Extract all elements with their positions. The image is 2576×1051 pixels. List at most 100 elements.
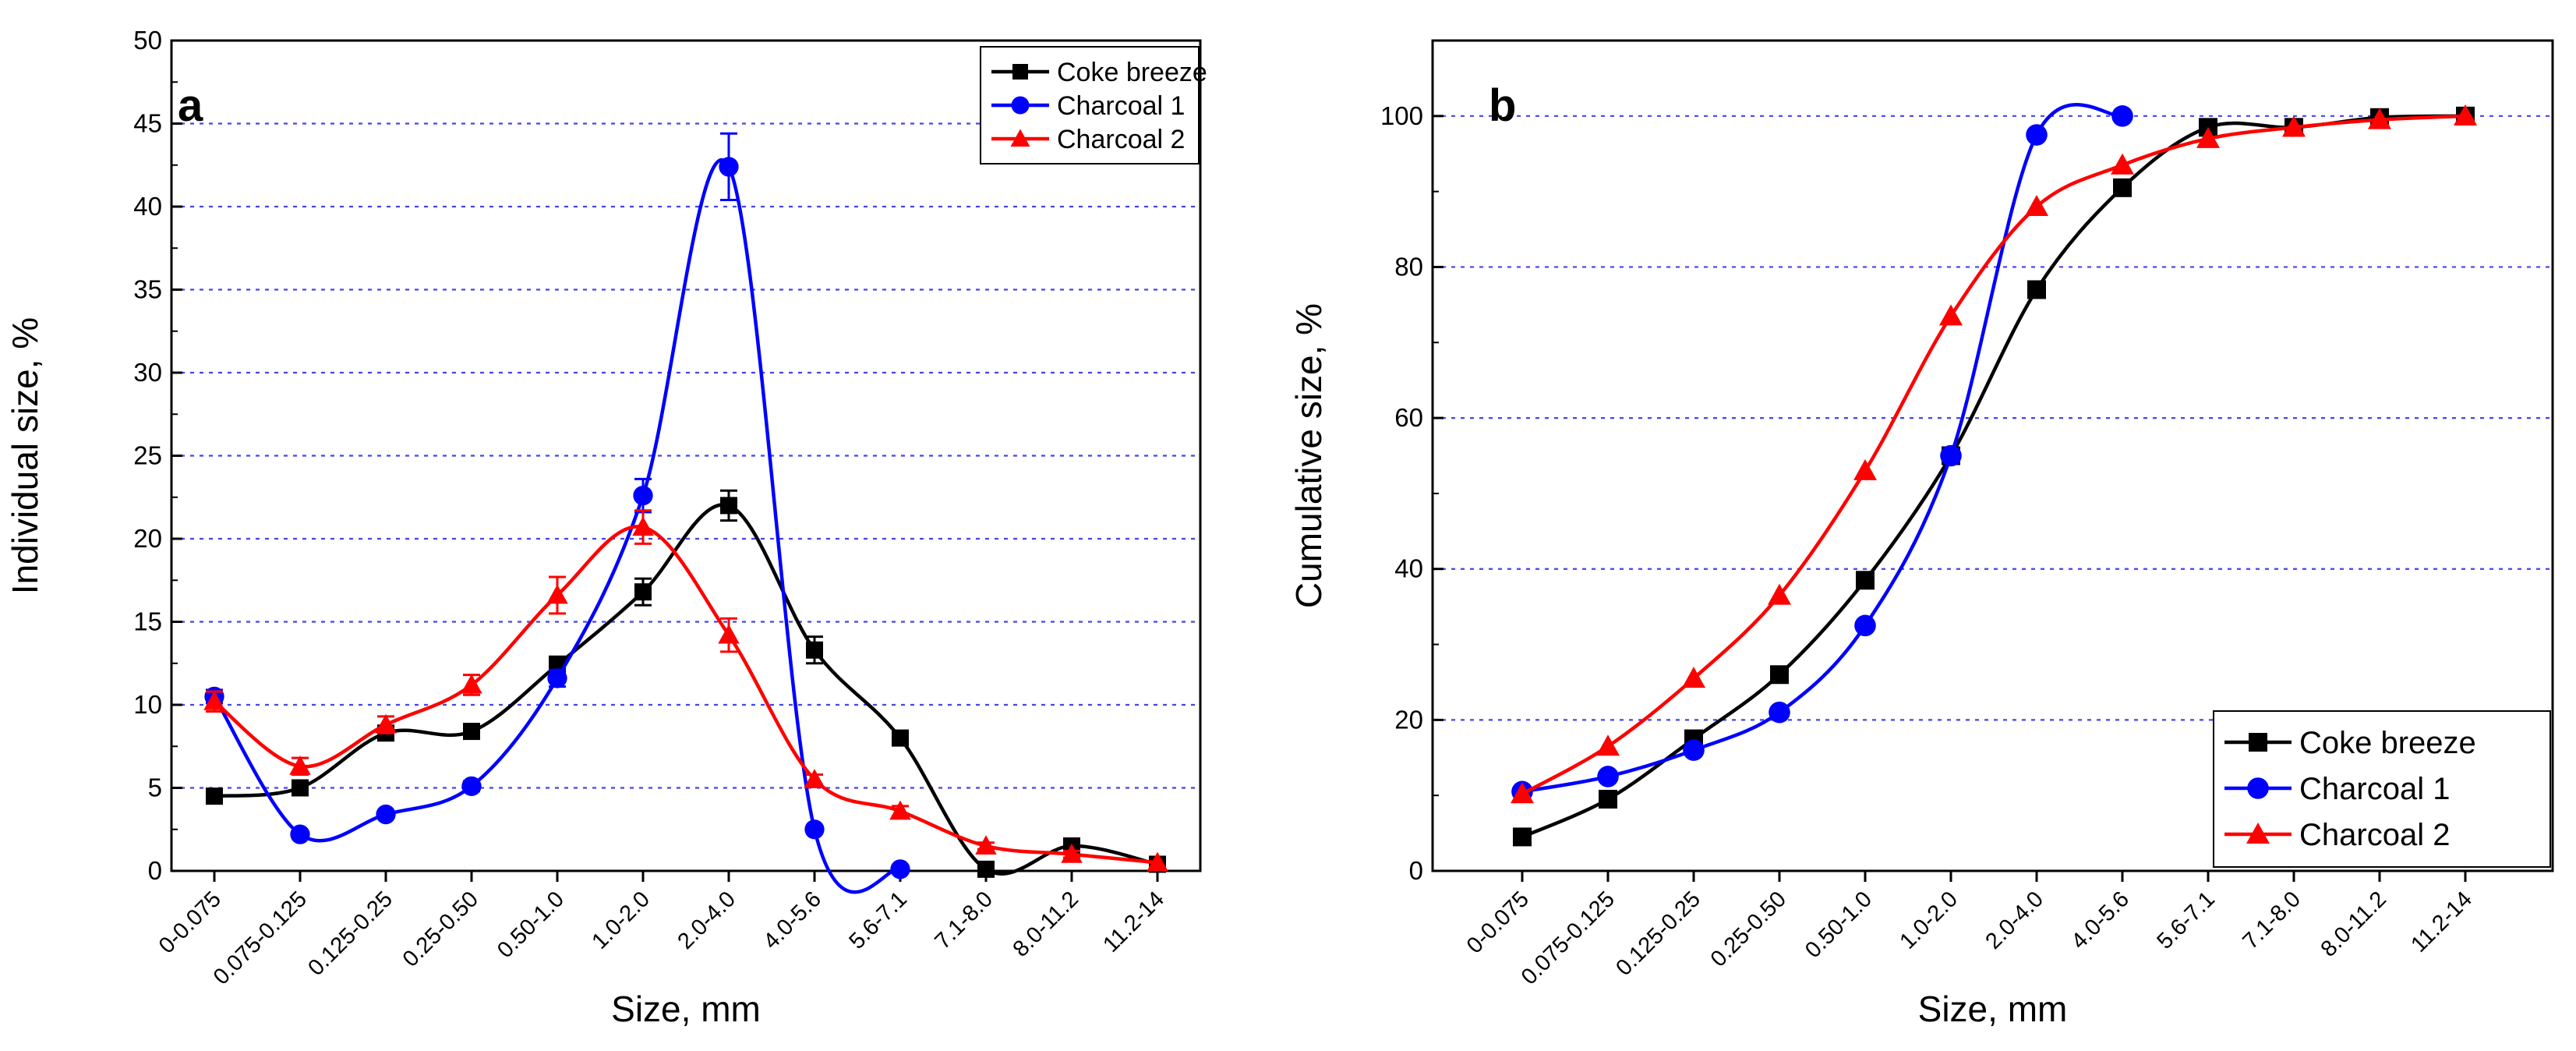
- x-tick-label: 11.2-14: [1098, 886, 1169, 957]
- x-tick-label: 7.1-8.0: [2238, 886, 2305, 954]
- data-point: [1596, 734, 1620, 756]
- legend: Coke breeze Charcoal 1 Charcoal 2: [980, 46, 1207, 165]
- data-point: [632, 516, 654, 536]
- data-point: [1854, 614, 1876, 637]
- data-point: [461, 776, 482, 797]
- data-point: [2113, 178, 2132, 197]
- x-tick-label: 8.0-11.2: [2316, 886, 2391, 961]
- legend-marker: [2247, 777, 2269, 799]
- legend-marker: [1012, 64, 1028, 80]
- x-tick-label: 1.0-2.0: [587, 886, 654, 954]
- legend-entry: Coke breeze: [1057, 58, 1207, 87]
- series-coke-breeze: [206, 489, 1166, 878]
- data-point: [889, 800, 911, 820]
- data-point: [975, 835, 997, 855]
- plot-frame: [1431, 39, 2554, 872]
- y-tick-label: 20: [1394, 705, 1423, 734]
- data-point: [720, 497, 737, 515]
- x-tick-label: 0.075-0.125: [1517, 886, 1620, 989]
- data-point: [289, 756, 311, 775]
- legend-entry: Charcoal 1: [1057, 91, 1185, 121]
- y-tick-label: 35: [133, 275, 162, 304]
- y-tick-label: 15: [133, 607, 162, 636]
- series-charcoal-2: [203, 509, 1168, 872]
- data-point: [2368, 108, 2391, 129]
- data-point: [1939, 304, 1963, 326]
- data-point: [1682, 667, 1705, 688]
- x-tick-label: 0.50-1.0: [1800, 886, 1877, 963]
- y-tick-label: 50: [133, 26, 162, 55]
- data-point: [977, 860, 995, 878]
- x-tick-label: 0.125-0.25: [1611, 886, 1705, 981]
- data-point: [804, 819, 825, 840]
- data-point: [1597, 766, 1619, 787]
- y-axis-label: Cumulative size, %: [1288, 303, 1329, 608]
- data-point: [1683, 739, 1705, 761]
- x-tick-label: 0.125-0.25: [303, 886, 398, 981]
- data-point: [633, 485, 653, 506]
- y-axis-label: Individual size, %: [5, 317, 45, 594]
- x-tick-label: 0.25-0.50: [398, 886, 483, 971]
- panel-label: a: [178, 80, 203, 131]
- x-tick-label: 4.0-5.6: [2066, 886, 2133, 954]
- legend-marker: [2246, 823, 2270, 844]
- data-point: [2454, 104, 2477, 126]
- series-line: [213, 157, 901, 894]
- data-point: [1513, 827, 1532, 847]
- data-point: [203, 690, 225, 710]
- data-point: [376, 804, 396, 825]
- data-point: [546, 584, 568, 604]
- data-point: [1147, 851, 1168, 872]
- x-tick-label: 5.6-7.1: [844, 886, 911, 954]
- data-point: [463, 723, 480, 741]
- data-point: [1768, 583, 1791, 605]
- legend-entry: Charcoal 2: [2299, 818, 2450, 852]
- data-point: [806, 641, 823, 659]
- y-tick-label: 5: [148, 773, 162, 802]
- y-tick-label: 20: [133, 524, 162, 553]
- data-point: [375, 713, 397, 734]
- panel-label: b: [1489, 80, 1516, 131]
- legend-marker: [2249, 733, 2267, 752]
- x-tick-label: 1.0-2.0: [1895, 886, 1962, 954]
- data-point: [804, 769, 825, 788]
- data-point: [2026, 124, 2048, 146]
- y-tick-label: 45: [133, 109, 162, 138]
- series-charcoal-1: [1511, 103, 2133, 803]
- y-tick-label: 10: [133, 690, 162, 719]
- y-tick-label: 25: [133, 441, 162, 470]
- series-line: [1521, 114, 2466, 796]
- data-point: [1511, 782, 1534, 804]
- x-tick-label: 4.0-5.6: [758, 886, 825, 954]
- data-point: [2111, 105, 2133, 127]
- legend-marker: [1011, 96, 1030, 115]
- data-point: [547, 668, 567, 688]
- data-point: [2196, 126, 2220, 148]
- y-tick-label: 40: [133, 192, 162, 221]
- x-axis-label: Size, mm: [1918, 989, 2068, 1029]
- data-point: [1853, 458, 1877, 480]
- x-tick-label: 0-0.075: [1462, 886, 1534, 958]
- data-point: [292, 779, 309, 797]
- x-tick-label: 2.0-4.0: [1981, 886, 2048, 954]
- data-point: [1856, 571, 1875, 590]
- y-tick-label: 80: [1394, 252, 1423, 281]
- data-point: [1940, 444, 1962, 467]
- data-point: [1770, 665, 1789, 685]
- legend-entry: Charcoal 2: [1057, 125, 1185, 154]
- legend-entry: Charcoal 1: [2299, 772, 2450, 806]
- data-point: [719, 157, 739, 177]
- series-line: [213, 525, 1158, 865]
- data-point: [2111, 153, 2134, 175]
- x-tick-label: 8.0-11.2: [1009, 886, 1083, 961]
- data-point: [290, 824, 310, 844]
- chart-a: 051015202530354045500-0.0750.075-0.1250.…: [5, 26, 1207, 1029]
- legend: Coke breeze Charcoal 1 Charcoal 2: [2213, 710, 2551, 868]
- data-point: [1061, 843, 1083, 863]
- x-tick-label: 2.0-4.0: [673, 886, 740, 954]
- x-tick-label: 0.25-0.50: [1706, 886, 1791, 971]
- data-point: [2027, 280, 2046, 299]
- legend-entry: Coke breeze: [2299, 726, 2476, 760]
- chart-b: 0 20 40 60 80 100 0-0.0750.075-0.1250.125-0.25…: [1288, 39, 2554, 1029]
- y-tick-label: 60: [1394, 403, 1423, 432]
